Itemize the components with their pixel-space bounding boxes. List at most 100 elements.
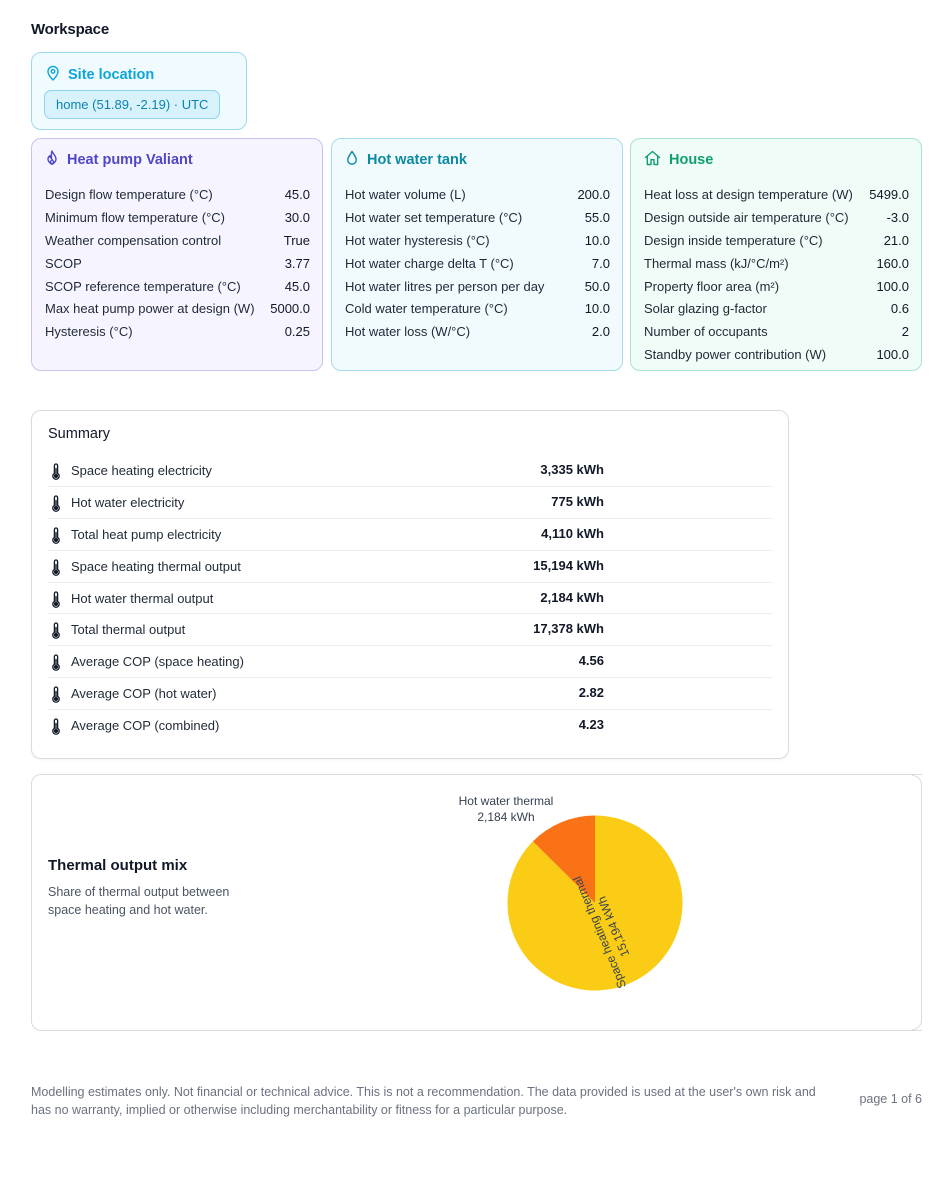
param-value: 45.0 [284, 186, 310, 202]
param-label: Hot water volume (L) [345, 186, 466, 202]
summary-row: Space heating thermal output 15,194 kWh [48, 551, 773, 583]
param-value: -3.0 [886, 209, 909, 225]
param-label: Hot water set temperature (°C) [345, 209, 523, 225]
disclaimer: Modelling estimates only. Not financial … [31, 1085, 816, 1117]
param-value: 10.0 [584, 232, 610, 248]
summary-list: Space heating electricity 3,335 kWh Hot … [48, 455, 773, 742]
thermometer-icon [52, 559, 60, 576]
summary-value: 4,110 kWh [541, 525, 604, 541]
param-row: Number of occupants 2 [644, 320, 909, 343]
summary-value: 17,378 kWh [533, 621, 604, 637]
param-row: Design inside temperature (°C) 21.0 [644, 229, 909, 252]
summary-label: Total thermal output [71, 622, 186, 638]
summary-label: Average COP (space heating) [71, 654, 244, 670]
param-row: Property floor area (m²) 100.0 [644, 275, 909, 298]
param-label: Hot water litres per person per day [345, 278, 545, 294]
summary-label: Average COP (combined) [71, 718, 220, 734]
param-label: Heat loss at design temperature (W) [644, 186, 853, 202]
summary-value: 4.56 [578, 653, 604, 669]
param-row: Design outside air temperature (°C) -3.0 [644, 206, 909, 229]
param-row: Standby power contribution (W) 100.0 [644, 343, 909, 366]
thermometer-icon [52, 495, 60, 512]
param-value: 7.0 [591, 255, 610, 271]
thermometer-icon [52, 654, 60, 672]
param-label: SCOP [45, 255, 82, 271]
param-value: 10.0 [584, 301, 610, 317]
param-row: Design flow temperature (°C) 45.0 [45, 183, 310, 206]
thermal-mix-title: Thermal output mix [48, 857, 188, 874]
param-value: 21.0 [883, 232, 909, 248]
summary-value: 4.23 [578, 717, 604, 733]
site-location-card: Site location home (51.89, -2.19) · UTC [31, 52, 247, 130]
param-value: 5000.0 [270, 301, 310, 317]
param-value: 0.25 [284, 324, 310, 340]
param-row: Cold water temperature (°C) 10.0 [345, 297, 610, 320]
page-title: Workspace [31, 21, 109, 38]
param-row: Solar glazing g-factor 0.6 [644, 297, 909, 320]
param-label: Standby power contribution (W) [644, 347, 827, 363]
param-value: 160.0 [876, 255, 909, 271]
hot-water-card: Hot water tank Hot water volume (L) 200.0… [331, 138, 623, 371]
param-row: Minimum flow temperature (°C) 30.0 [45, 206, 310, 229]
param-label: Max heat pump power at design (W) [45, 301, 255, 317]
summary-label: Space heating electricity [71, 463, 212, 478]
thermometer-icon [52, 527, 60, 544]
param-label: Number of occupants [644, 324, 768, 340]
pie-slice-hot-water-thermal [532, 815, 595, 903]
summary-row: Hot water thermal output 2,184 kWh [48, 583, 773, 615]
param-label: Design inside temperature (°C) [644, 232, 823, 248]
param-label: Property floor area (m²) [644, 278, 780, 294]
thermometer-icon [52, 686, 60, 704]
summary-row: Average COP (space heating) 4.56 [48, 646, 773, 679]
home-icon [644, 150, 661, 170]
param-label: Design flow temperature (°C) [45, 186, 213, 202]
param-row: Heat loss at design temperature (W) 5499.… [644, 183, 909, 206]
summary-label: Hot water electricity [71, 494, 185, 510]
param-value: 5499.0 [869, 186, 909, 202]
param-row: Hot water volume (L) 200.0 [345, 183, 610, 206]
param-value: 2 [901, 324, 909, 340]
param-label: Cold water temperature (°C) [345, 301, 508, 317]
param-label: Weather compensation control [45, 232, 222, 248]
param-value: 55.0 [584, 209, 610, 225]
param-label: Hot water hysteresis (°C) [345, 232, 490, 248]
param-row: Thermal mass (kJ/°C/m²) 160.0 [644, 252, 909, 275]
site-location-chip[interactable]: home (51.89, -2.19) · UTC [44, 90, 221, 119]
summary-label: Average COP (hot water) [71, 686, 217, 702]
droplet-icon [345, 150, 359, 170]
param-label: Hot water loss (W/°C) [345, 324, 471, 340]
hot-water-title: Hot water tank [367, 152, 467, 168]
summary-row: Hot water electricity 775 kWh [48, 487, 773, 519]
summary-label: Total heat pump electricity [71, 526, 222, 542]
param-row: Max heat pump power at design (W) 5000.0 [45, 297, 310, 320]
param-value: 50.0 [584, 278, 610, 294]
thermometer-icon [52, 718, 60, 736]
summary-label: Space heating thermal output [71, 558, 241, 574]
house-card: House Heat loss at design temperature (W… [630, 138, 922, 371]
param-row: Hot water hysteresis (°C) 10.0 [345, 229, 610, 252]
thermometer-icon [52, 463, 60, 480]
param-value: 30.0 [284, 209, 310, 225]
param-label: Minimum flow temperature (°C) [45, 209, 226, 225]
summary-row: Average COP (hot water) 2.82 [48, 678, 773, 711]
param-label: SCOP reference temperature (°C) [45, 278, 241, 294]
param-value: True [283, 232, 310, 248]
summary-value: 2,184 kWh [540, 589, 604, 605]
param-value: 0.6 [890, 301, 909, 317]
heat-pump-params: Design flow temperature (°C) 45.0 Minimum… [45, 183, 310, 343]
param-value: 100.0 [876, 347, 909, 363]
param-row: Hot water litres per person per day 50.0 [345, 275, 610, 298]
summary-title: Summary [48, 426, 111, 442]
param-row: Hysteresis (°C) 0.25 [45, 320, 310, 343]
site-location-title: Site location [68, 67, 155, 83]
param-label: Design outside air temperature (°C) [644, 209, 849, 225]
pie-label-value: 2,184 kWh [477, 810, 534, 824]
heat-pump-title: Heat pump Valiant [67, 152, 193, 168]
param-row: SCOP 3.77 [45, 252, 310, 275]
param-value: 3.77 [284, 255, 310, 271]
flame-icon [45, 150, 59, 170]
map-pin-icon [46, 65, 60, 85]
param-row: Hot water set temperature (°C) 55.0 [345, 206, 610, 229]
page-number: page 1 of 6 [859, 1092, 922, 1106]
